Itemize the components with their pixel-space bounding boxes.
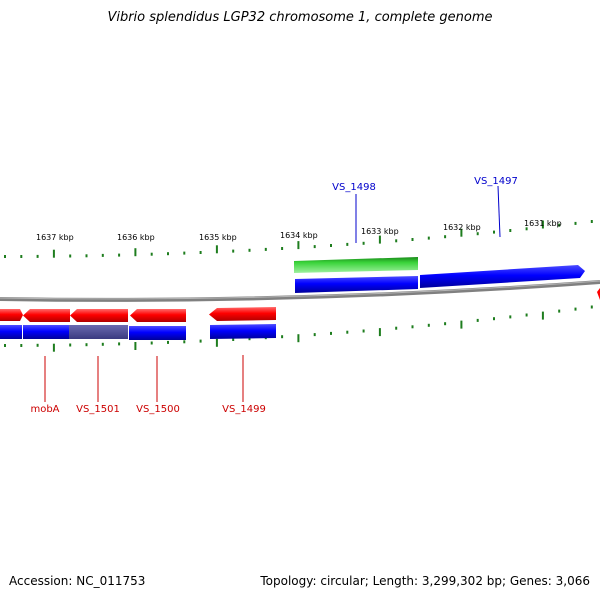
forward-gene-VS_1498[interactable] xyxy=(294,257,418,273)
scale-label: 1633 kbp xyxy=(361,227,399,236)
backbone-arc xyxy=(0,280,600,302)
accession-label: Accession: NC_011753 xyxy=(9,574,146,588)
reverse-gene-left-partial[interactable] xyxy=(0,309,23,321)
scale-label: 1631 kbp xyxy=(524,219,562,228)
reverse-cds-VS_1499[interactable] xyxy=(210,324,276,339)
reverse-cds-overlap[interactable] xyxy=(69,325,128,339)
forward-cds-VS_1498[interactable] xyxy=(295,276,418,293)
scale-label: 1634 kbp xyxy=(280,231,318,240)
scale-label: 1636 kbp xyxy=(117,233,155,242)
genome-summary: Topology: circular; Length: 3,299,302 bp… xyxy=(260,574,590,588)
forward-label-VS_1497[interactable]: VS_1497 xyxy=(474,176,518,187)
reverse-gene-VS_1500[interactable] xyxy=(130,309,186,322)
inner-tick-ring xyxy=(4,305,593,352)
forward-cds-VS_1497[interactable] xyxy=(420,265,585,288)
forward-label-VS_1498[interactable]: VS_1498 xyxy=(332,182,376,193)
forward-cds-small xyxy=(597,288,600,300)
reverse-label-VS_1499[interactable]: VS_1499 xyxy=(222,404,266,415)
outer-tick-ring xyxy=(4,220,593,258)
reverse-cds-left[interactable] xyxy=(0,325,22,339)
reverse-cds-VS_1500[interactable] xyxy=(129,326,186,340)
scale-label: 1637 kbp xyxy=(36,233,74,242)
reverse-label-VS_1500[interactable]: VS_1500 xyxy=(136,404,180,415)
scale-label: 1635 kbp xyxy=(199,233,237,242)
reverse-cds-mobA[interactable] xyxy=(23,325,69,339)
reverse-gene-VS_1501[interactable] xyxy=(70,309,128,322)
scale-label: 1632 kbp xyxy=(443,223,481,232)
reverse-label-VS_1501[interactable]: VS_1501 xyxy=(76,404,120,415)
reverse-gene-mobA[interactable] xyxy=(23,309,70,322)
reverse-gene-VS_1499[interactable] xyxy=(209,307,276,321)
reverse-label-mobA[interactable]: mobA xyxy=(30,404,59,415)
map-title: Vibrio splendidus LGP32 chromosome 1, co… xyxy=(107,10,493,25)
